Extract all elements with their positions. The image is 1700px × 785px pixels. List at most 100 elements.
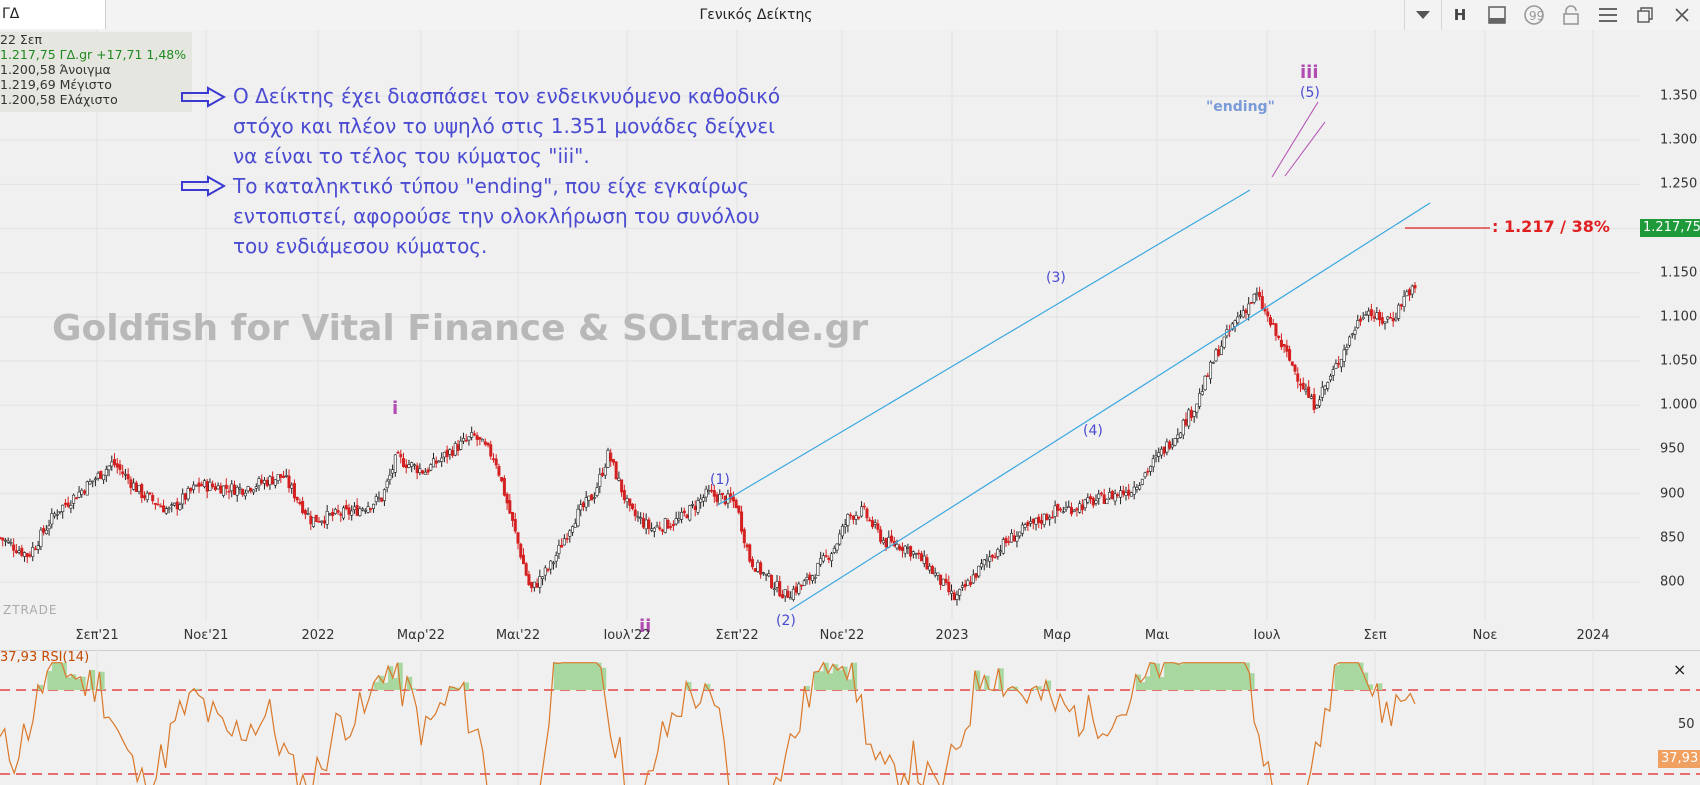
candle — [1189, 409, 1193, 418]
candle — [993, 556, 997, 559]
candle — [461, 438, 465, 442]
candle — [145, 492, 149, 500]
candle — [1293, 364, 1297, 372]
menu-icon[interactable] — [1589, 0, 1626, 30]
rsi-fill-segment — [1377, 683, 1383, 690]
rsi-fill-segment — [378, 675, 384, 690]
candle — [470, 432, 474, 438]
candle — [917, 552, 921, 555]
candle — [1239, 314, 1243, 317]
candle — [481, 438, 485, 442]
candle — [541, 576, 545, 580]
candle — [306, 513, 310, 515]
candle — [1399, 304, 1403, 307]
candle — [952, 592, 956, 601]
candle — [1375, 312, 1379, 320]
rsi-fill-segment — [1197, 662, 1203, 690]
candle — [388, 474, 392, 481]
candle — [734, 499, 738, 508]
candle — [121, 471, 125, 475]
wave-label-iii: iii — [1300, 62, 1319, 83]
candle — [467, 436, 471, 441]
candle — [312, 517, 316, 527]
candle — [12, 544, 16, 551]
rsi-fill-segment — [567, 662, 574, 690]
candle — [39, 529, 43, 547]
candle — [576, 508, 580, 527]
candle — [622, 490, 626, 500]
candle — [202, 480, 206, 487]
candle — [1029, 521, 1033, 524]
candle — [671, 524, 675, 526]
candle — [1328, 375, 1332, 381]
candle — [710, 489, 714, 492]
candle — [25, 553, 29, 557]
candle — [1282, 343, 1286, 347]
candle — [620, 479, 624, 493]
rsi-fill-segment — [1187, 662, 1194, 690]
candle — [1380, 317, 1384, 324]
candle — [1094, 500, 1098, 504]
candle — [1342, 349, 1346, 362]
candle — [1050, 516, 1054, 519]
candle — [860, 506, 864, 517]
candle — [14, 550, 18, 554]
candle — [1173, 438, 1177, 446]
x-tick-label: Μαι'22 — [495, 628, 541, 643]
rsi-fill-segment — [392, 677, 399, 690]
candle — [80, 489, 84, 495]
candle — [205, 481, 209, 492]
candle — [603, 466, 607, 476]
comment-icon[interactable]: 99 — [1515, 0, 1552, 30]
candle — [1334, 363, 1338, 369]
candle — [333, 509, 337, 514]
candle — [731, 496, 735, 502]
rsi-fill-segment — [1358, 662, 1364, 690]
candle — [1206, 375, 1210, 377]
candle — [344, 505, 348, 510]
candle — [478, 436, 482, 440]
candle — [516, 532, 520, 544]
candle — [279, 474, 283, 478]
candle — [895, 543, 899, 549]
candle — [1255, 292, 1259, 295]
panel-icon[interactable] — [1478, 0, 1515, 30]
x-tick-label: 2022 — [301, 628, 335, 643]
candle — [170, 504, 174, 506]
candle — [631, 503, 635, 509]
candle — [298, 501, 302, 505]
candle — [1138, 485, 1142, 490]
x-tick-label: Νοε'21 — [183, 628, 229, 643]
ending-label: "ending" — [1206, 99, 1275, 115]
rsi-fill-segment — [61, 662, 67, 690]
candle — [764, 573, 768, 576]
symbol-input[interactable]: ΓΔ — [0, 0, 106, 29]
rsi-fill-segment — [194, 688, 200, 690]
close-rsi-button[interactable]: × — [1673, 660, 1687, 679]
candle — [870, 520, 874, 528]
candle — [906, 547, 910, 549]
candle — [1391, 318, 1395, 322]
ending-diagonal-lower — [1284, 121, 1326, 177]
x-tick-label: Νοε — [1472, 628, 1498, 643]
candle — [445, 449, 449, 457]
candle — [535, 583, 539, 588]
candle — [551, 562, 555, 565]
rsi-fill-segment — [70, 674, 77, 690]
candle — [1162, 446, 1166, 454]
candle — [971, 574, 975, 584]
candle — [1277, 335, 1281, 338]
restore-icon[interactable] — [1626, 0, 1663, 30]
h-button[interactable]: H — [1441, 0, 1478, 30]
candle — [680, 512, 684, 520]
candle — [181, 493, 185, 505]
lock-icon[interactable] — [1552, 0, 1589, 30]
candle — [573, 523, 577, 528]
candle — [208, 481, 212, 491]
candle — [1015, 535, 1019, 542]
close-icon[interactable] — [1663, 0, 1700, 30]
watermark: Goldfish for Vital Finance & SOLtrade.gr — [52, 308, 869, 349]
dropdown-icon[interactable] — [1404, 0, 1441, 30]
rsi-fill-segment — [383, 682, 389, 690]
candle — [322, 520, 326, 524]
